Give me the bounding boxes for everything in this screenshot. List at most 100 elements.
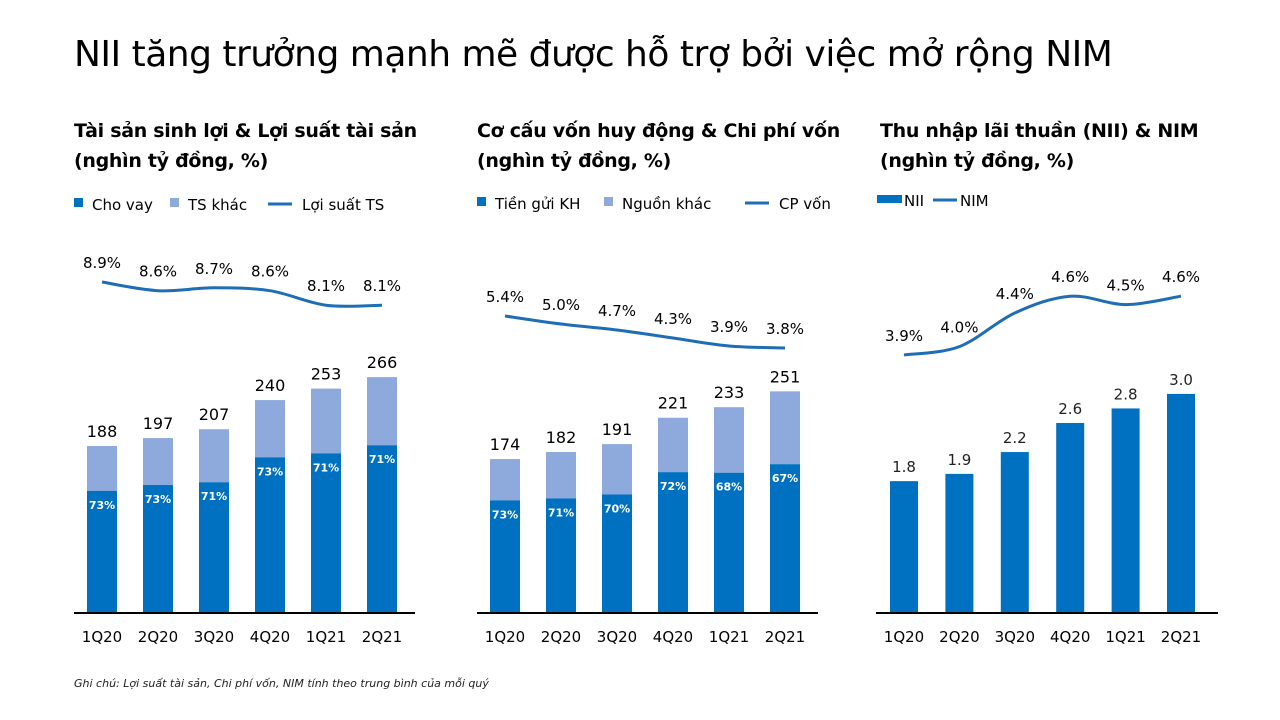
chart2-share-label: 68% <box>716 481 742 494</box>
chart2-bar-main <box>602 494 632 612</box>
chart2-legend-swatch <box>477 197 486 206</box>
chart2-legend-swatch <box>604 197 613 206</box>
chart1-bar-other <box>255 400 285 458</box>
chart1-line-label: 8.7% <box>195 260 233 278</box>
chart2-share-label: 73% <box>492 508 518 521</box>
chart3-legend-swatch <box>877 195 902 203</box>
chart1-total-label: 240 <box>255 376 286 395</box>
chart2-total-label: 174 <box>490 435 521 454</box>
chart2-x-tick: 1Q20 <box>485 628 525 646</box>
chart2-bar-main <box>546 498 576 612</box>
chart3-value-label: 1.8 <box>892 458 916 476</box>
chart2-bar-main <box>658 472 688 612</box>
chart3-bar <box>945 473 974 612</box>
chart3-bar <box>890 481 918 612</box>
chart1-bar-main <box>311 453 341 612</box>
chart3-title-line2: (nghìn tỷ đồng, %) <box>880 150 1075 172</box>
chart2-bar-other <box>602 444 632 495</box>
chart2-line-label: 5.0% <box>542 296 580 314</box>
chart3-value-label: 2.6 <box>1058 400 1082 418</box>
chart2-total-label: 182 <box>546 428 577 447</box>
chart3-x-tick: 3Q20 <box>995 628 1035 646</box>
chart1-line-label: 8.6% <box>251 263 289 281</box>
chart2-share-label: 71% <box>548 506 574 519</box>
chart3-line-label: 4.0% <box>940 319 978 337</box>
chart1-bar-other <box>367 377 397 446</box>
chart2-total-label: 221 <box>658 394 689 413</box>
chart1-x-tick: 1Q21 <box>306 628 346 646</box>
chart2-share-label: 67% <box>772 472 798 485</box>
chart3-line-label: 3.9% <box>885 327 923 345</box>
chart1-share-label: 73% <box>257 465 283 478</box>
chart3-x-tick: 1Q20 <box>884 628 924 646</box>
chart3-title-line1: Thu nhập lãi thuần (NII) & NIM <box>880 120 1199 142</box>
chart2-line-label: 3.8% <box>766 320 804 338</box>
chart1-x-tick: 1Q20 <box>82 628 122 646</box>
chart2-total-label: 251 <box>770 367 801 386</box>
chart1-bar-other <box>199 429 229 483</box>
chart2-share-label: 70% <box>604 502 630 515</box>
chart1-line-label: 8.9% <box>83 254 121 272</box>
chart2-legend-label: CP vốn <box>779 195 831 213</box>
chart2-bar-other <box>770 391 800 465</box>
chart1-legend-label: Lợi suất TS <box>302 196 384 214</box>
chart1-bar-other <box>143 438 173 486</box>
chart3-title: Thu nhập lãi thuần (NII) & NIM (nghìn tỷ… <box>880 116 1199 176</box>
chart3-value-label: 2.8 <box>1114 385 1138 403</box>
chart1-bar-other <box>311 388 341 454</box>
chart2-line-label: 4.3% <box>654 310 692 328</box>
chart3-bar <box>1111 408 1140 612</box>
chart1-total-label: 266 <box>367 353 398 372</box>
footnote: Ghi chú: Lợi suất tài sản, Chi phí vốn, … <box>74 677 489 690</box>
chart3-value-label: 3.0 <box>1169 371 1193 389</box>
page-title: NII tăng trưởng mạnh mẽ được hỗ trợ bởi … <box>74 34 1113 75</box>
chart1-line-label: 8.1% <box>307 277 345 295</box>
chart2-total-label: 233 <box>714 383 745 402</box>
chart1-bar-main <box>199 482 229 612</box>
chart1-legend-swatch <box>170 198 179 207</box>
chart3-bar <box>1056 422 1085 612</box>
chart1-line-label: 8.6% <box>139 263 177 281</box>
chart3-line-label: 4.6% <box>1162 268 1200 286</box>
chart2-bar-main <box>770 464 800 612</box>
chart1-total-label: 197 <box>143 414 174 433</box>
chart1-share-label: 73% <box>145 493 171 506</box>
chart3-bar <box>1000 452 1029 612</box>
chart2-share-label: 72% <box>660 480 686 493</box>
chart1-legend-label: TS khác <box>187 196 247 214</box>
chart3-x-tick: 1Q21 <box>1105 628 1145 646</box>
chart1-x-tick: 4Q20 <box>250 628 290 646</box>
chart2-bar-other <box>490 459 520 501</box>
chart3-bar <box>1167 393 1195 612</box>
chart2-x-tick: 4Q20 <box>653 628 693 646</box>
chart1-line-series <box>101 280 383 308</box>
chart3-x-tick: 2Q20 <box>939 628 979 646</box>
chart1-x-tick: 3Q20 <box>194 628 234 646</box>
chart2-bar-other <box>658 417 688 473</box>
chart3-line-series <box>903 294 1182 357</box>
chart2-bar-main <box>490 500 520 612</box>
chart1-title-line2: (nghìn tỷ đồng, %) <box>74 150 269 172</box>
chart1-bar-main <box>255 457 285 612</box>
chart1-title-line1: Tài sản sinh lợi & Lợi suất tài sản <box>74 120 417 142</box>
chart3-line-label: 4.5% <box>1107 277 1145 295</box>
chart3-legend-label: NII <box>904 192 924 210</box>
chart2-legend-label: Nguồn khác <box>622 195 711 213</box>
chart2-line-label: 4.7% <box>598 302 636 320</box>
chart1-total-label: 207 <box>199 405 230 424</box>
chart3-value-label: 1.9 <box>947 451 971 469</box>
chart2-line-label: 5.4% <box>486 288 524 306</box>
chart3-line-label: 4.6% <box>1051 268 1089 286</box>
chart1-legend-swatch <box>74 198 83 207</box>
chart3-line-label: 4.4% <box>996 285 1034 303</box>
chart1-line-label: 8.1% <box>363 277 401 295</box>
chart1-bar-main <box>367 445 397 612</box>
chart1-x-tick: 2Q20 <box>138 628 178 646</box>
chart2-line-series <box>504 314 786 350</box>
chart1-bar-other <box>87 445 117 491</box>
chart2-line-label: 3.9% <box>710 318 748 336</box>
chart1-title: Tài sản sinh lợi & Lợi suất tài sản (ngh… <box>74 116 417 176</box>
chart3-legend-label: NIM <box>960 192 989 210</box>
chart2-bar-other <box>546 452 576 499</box>
chart3-x-tick: 4Q20 <box>1050 628 1090 646</box>
